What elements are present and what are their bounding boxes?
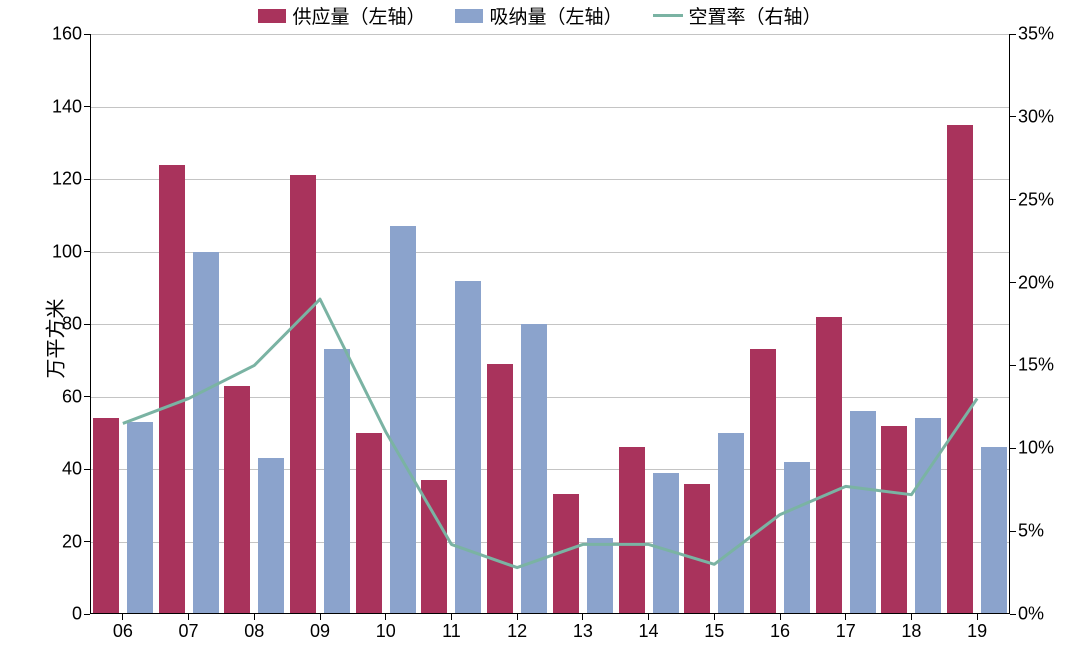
plot-area: 0607080910111213141516171819 02040608010…: [90, 34, 1010, 614]
x-tick-label: 09: [310, 621, 330, 642]
x-tick-label: 12: [507, 621, 527, 642]
x-tick-label: 16: [770, 621, 790, 642]
legend-swatch-box: [258, 9, 286, 23]
tick-mark: [845, 614, 846, 620]
tick-mark: [84, 106, 90, 107]
axis-line: [90, 613, 1010, 614]
tick-mark: [84, 469, 90, 470]
y-left-axis-title: 万平方米: [40, 299, 69, 379]
tick-mark: [582, 614, 583, 620]
legend-swatch-line: [653, 14, 683, 17]
tick-mark: [451, 614, 452, 620]
x-tick-label: 19: [967, 621, 987, 642]
x-tick-label: 15: [704, 621, 724, 642]
x-tick-label: 13: [573, 621, 593, 642]
tick-mark: [517, 614, 518, 620]
tick-mark: [977, 614, 978, 620]
x-tick-label: 08: [244, 621, 264, 642]
tick-mark: [84, 614, 90, 615]
tick-mark: [84, 251, 90, 252]
axis-line: [90, 34, 91, 614]
tick-mark: [84, 179, 90, 180]
tick-mark: [714, 614, 715, 620]
x-tick-label: 18: [901, 621, 921, 642]
tick-mark: [1010, 614, 1016, 615]
y-right-tick-label: 20%: [1010, 272, 1054, 293]
tick-mark: [1010, 199, 1016, 200]
tick-mark: [84, 34, 90, 35]
legend-label: 空置率（右轴）: [689, 2, 822, 29]
y-right-tick-label: 10%: [1010, 438, 1054, 459]
tick-mark: [648, 614, 649, 620]
tick-mark: [320, 614, 321, 620]
vacancy-line: [123, 299, 977, 567]
tick-mark: [911, 614, 912, 620]
chart-container: 供应量（左轴）吸纳量（左轴）空置率（右轴） 060708091011121314…: [0, 0, 1080, 650]
line-layer: [90, 34, 1010, 614]
legend-label: 供应量（左轴）: [292, 2, 425, 29]
tick-mark: [1010, 448, 1016, 449]
tick-mark: [1010, 116, 1016, 117]
y-right-tick-label: 30%: [1010, 106, 1054, 127]
legend-item-vacancy: 空置率（右轴）: [653, 2, 822, 29]
tick-mark: [122, 614, 123, 620]
legend-item-supply: 供应量（左轴）: [258, 2, 425, 29]
tick-mark: [84, 396, 90, 397]
tick-mark: [84, 324, 90, 325]
x-tick-label: 17: [836, 621, 856, 642]
x-tick-label: 07: [179, 621, 199, 642]
tick-mark: [84, 541, 90, 542]
legend-item-absorption: 吸纳量（左轴）: [455, 2, 622, 29]
tick-mark: [385, 614, 386, 620]
tick-mark: [254, 614, 255, 620]
x-tick-label: 10: [376, 621, 396, 642]
tick-mark: [188, 614, 189, 620]
tick-mark: [1010, 34, 1016, 35]
tick-mark: [780, 614, 781, 620]
y-right-tick-label: 15%: [1010, 355, 1054, 376]
tick-mark: [1010, 282, 1016, 283]
legend-label: 吸纳量（左轴）: [489, 2, 622, 29]
tick-mark: [1010, 365, 1016, 366]
x-tick-label: 14: [639, 621, 659, 642]
y-right-tick-label: 25%: [1010, 189, 1054, 210]
y-right-tick-label: 35%: [1010, 24, 1054, 45]
x-tick-label: 11: [442, 621, 461, 642]
tick-mark: [1010, 531, 1016, 532]
x-tick-label: 06: [113, 621, 133, 642]
legend-swatch-box: [455, 9, 483, 23]
legend: 供应量（左轴） 吸纳量（左轴） 空置率（右轴）: [0, 2, 1080, 29]
